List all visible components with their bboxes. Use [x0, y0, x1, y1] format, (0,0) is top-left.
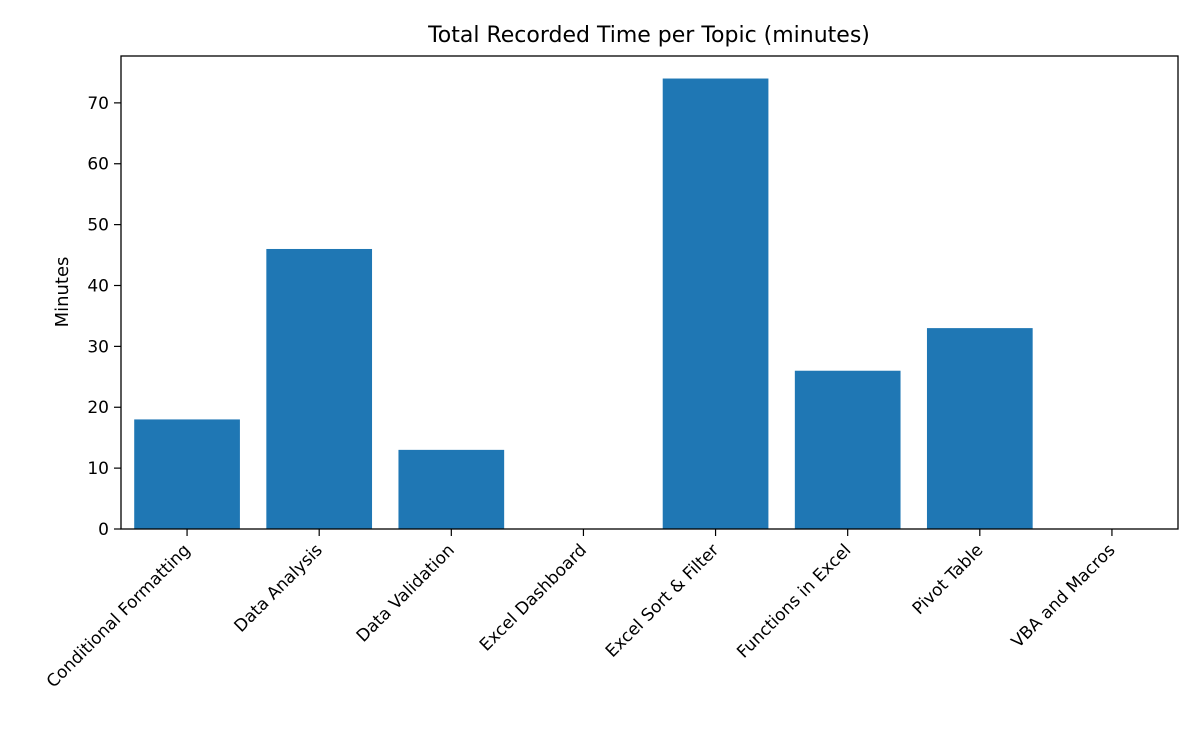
x-tick-label: Data Analysis: [231, 540, 327, 636]
bar: [926, 328, 1033, 529]
x-tick-label: Pivot Table: [909, 540, 988, 619]
y-tick-label: 60: [87, 155, 109, 175]
y-tick-label: 50: [87, 216, 109, 236]
bars-layer: [134, 78, 1033, 530]
bar: [266, 248, 373, 530]
x-axis: Conditional Formatting Data Analysis Data …: [43, 529, 1120, 692]
y-tick-label: 10: [87, 459, 109, 479]
y-tick-label: 40: [87, 276, 109, 296]
bar: [398, 449, 505, 529]
bar: [794, 370, 901, 529]
x-tick-label: Functions in Excel: [733, 540, 855, 662]
chart-title: Total Recorded Time per Topic (minutes): [427, 23, 870, 48]
y-axis-label: Minutes: [52, 257, 73, 328]
y-tick-label: 20: [87, 398, 109, 418]
x-tick-label: Excel Dashboard: [476, 540, 591, 655]
y-tick-label: 30: [87, 337, 109, 357]
x-tick-label: Excel Sort & Filter: [602, 540, 723, 661]
plot-frame: [120, 55, 1179, 530]
y-axis: 0 10 20 30 40 50 60 70: [87, 94, 121, 540]
x-tick-label: Data Validation: [353, 540, 459, 646]
bar: [662, 78, 769, 530]
y-tick-label: 70: [87, 94, 109, 114]
bar: [134, 419, 240, 529]
x-tick-label: Conditional Formatting: [43, 540, 195, 692]
y-tick-label: 0: [98, 520, 109, 540]
x-tick-label: VBA and Macros: [1008, 540, 1120, 652]
